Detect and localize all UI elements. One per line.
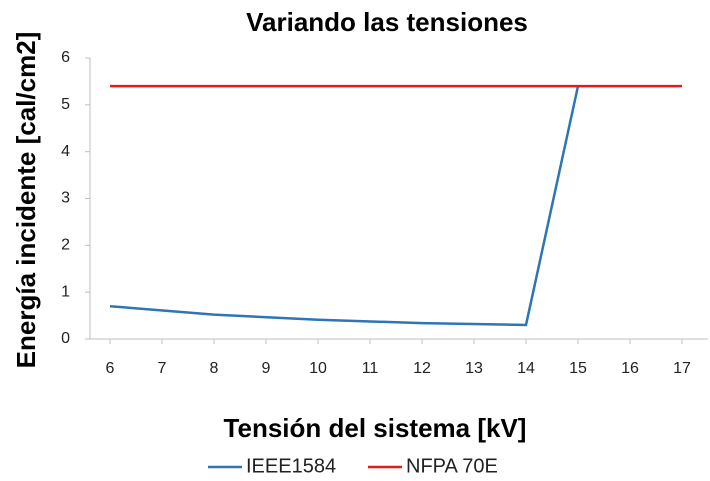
y-tick-label: 2 [61,237,70,254]
x-tick-label: 12 [413,360,431,377]
y-tick-label: 4 [61,143,70,160]
x-tick-label: 7 [158,360,167,377]
x-tick-label: 14 [517,360,535,377]
x-tick-label: 8 [210,360,219,377]
y-tick-label: 6 [61,49,70,66]
line-series [109,85,580,327]
y-tick-label: 5 [61,96,70,113]
x-axis-title: Tensión del sistema [kV] [224,413,527,443]
chart-title: Variando las tensiones [246,7,528,37]
x-tick-label: 9 [262,360,271,377]
y-axis-title: Energía incidente [cal/cm2] [11,32,41,369]
y-tick-label: 3 [61,190,70,207]
x-tick-label: 15 [569,360,587,377]
legend-label: NFPA 70E [406,455,498,477]
x-tick-label: 6 [106,360,115,377]
x-tick-label: 13 [465,360,483,377]
x-tick-label: 16 [621,360,639,377]
y-tick-label: 1 [61,283,70,300]
x-tick-label: 17 [673,360,691,377]
y-tick-label: 0 [61,330,70,347]
x-tick-label: 11 [362,360,379,377]
legend-label: IEEE1584 [246,455,336,477]
x-tick-label: 10 [309,360,327,377]
